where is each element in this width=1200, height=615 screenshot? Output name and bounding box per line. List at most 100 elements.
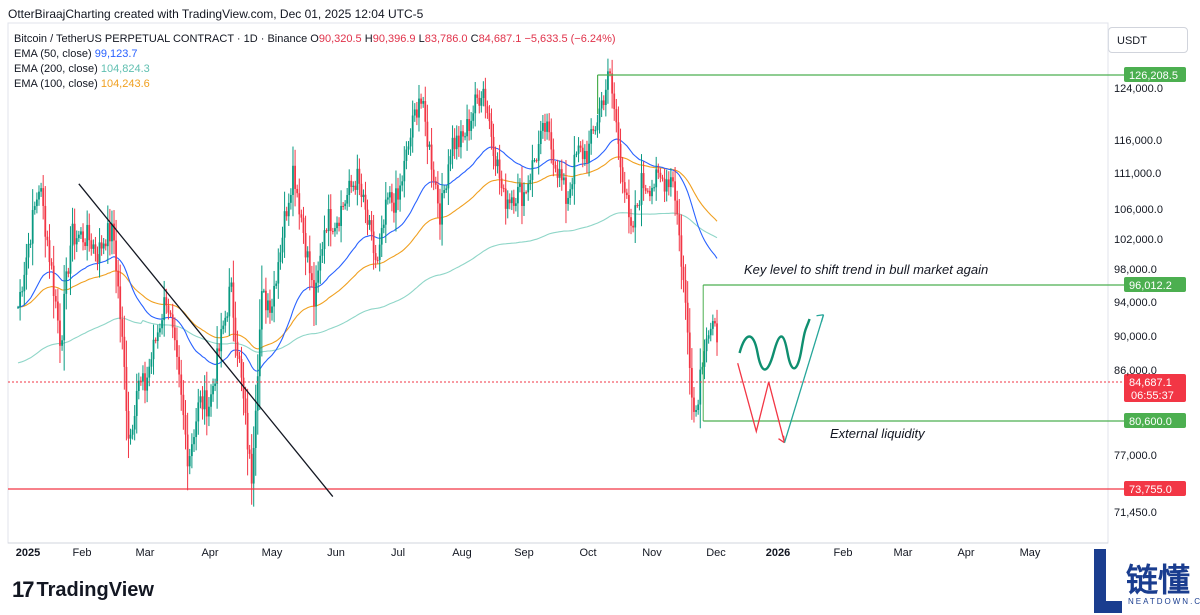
candle-body (152, 339, 155, 360)
candle-body (716, 323, 718, 343)
candle-body (607, 71, 609, 90)
candle-body (494, 156, 497, 167)
candle-body (462, 131, 464, 137)
candle-body (521, 183, 523, 207)
candle-body (338, 222, 340, 226)
candle-body (619, 143, 622, 168)
candle-body (17, 307, 19, 309)
price-badge-label: 126,208.5 (1129, 70, 1178, 82)
candle-body (504, 188, 507, 209)
candle-body (71, 223, 74, 246)
candle-body (628, 195, 630, 218)
candle-body (424, 101, 427, 122)
candle-body (334, 228, 336, 232)
candle-body (190, 444, 193, 457)
candle-body (327, 209, 330, 232)
tradingview-logo-text: TradingView (36, 578, 154, 601)
candle-body (688, 332, 691, 368)
candle-body (176, 340, 178, 357)
candle-body (56, 301, 59, 321)
candle-body (163, 297, 166, 321)
candle-body (133, 415, 136, 430)
candle-body (478, 97, 481, 106)
candle-body (98, 242, 101, 263)
candle-body (500, 178, 503, 189)
candle-body (262, 290, 265, 292)
candle-body (292, 165, 294, 195)
candle-body (203, 390, 206, 410)
candle-body (106, 223, 109, 247)
candle-body (415, 109, 418, 118)
candle-body (23, 274, 26, 292)
annotation-key-level: Key level to shift trend in bull market … (744, 262, 988, 277)
candle-body (413, 109, 416, 116)
candle-body (100, 242, 103, 249)
candle-body (703, 351, 706, 367)
candle-body (197, 402, 200, 422)
candle-body (348, 180, 351, 196)
price-badge-label: 84,687.1 (1129, 377, 1172, 389)
symbol-name[interactable]: Bitcoin / TetherUS PERPETUAL CONTRACT · … (14, 33, 308, 45)
candle-body (360, 183, 363, 197)
candle-body (663, 178, 666, 192)
candle-body (258, 329, 261, 377)
candle-body (420, 98, 422, 104)
candle-body (630, 217, 632, 226)
price-tick-label: 98,000.0 (1114, 264, 1157, 276)
candle-body (248, 449, 251, 454)
candle-body (445, 188, 448, 191)
candle-body (346, 195, 349, 204)
candle-body (529, 180, 532, 184)
candle-body (699, 369, 702, 405)
candle-body (199, 396, 202, 403)
candle-body (701, 366, 704, 370)
candle-body (298, 193, 301, 215)
candle-body (376, 260, 379, 262)
candle-body (315, 282, 317, 307)
candle-body (224, 317, 227, 326)
candle-body (472, 113, 475, 121)
candle-body (374, 253, 377, 261)
candle-body (669, 177, 672, 188)
candle-body (550, 132, 553, 150)
candle-body (19, 291, 21, 308)
candle-body (256, 376, 259, 411)
candle-body (222, 325, 225, 330)
candle-body (208, 406, 210, 417)
candle-body (490, 121, 493, 137)
candle-body (218, 348, 221, 352)
candle-body (323, 230, 326, 250)
candle-body (46, 236, 49, 241)
candle-body (296, 188, 299, 194)
legend-ema50[interactable]: EMA (50, close) 99,123.7 (14, 48, 138, 60)
candle-body (273, 285, 275, 307)
legend-ema100[interactable]: EMA (100, close) 104,243.6 (14, 78, 150, 90)
watermark-url: NEATDOWN.COM (1128, 597, 1200, 606)
candle-body (21, 291, 24, 293)
candle-body (514, 203, 517, 206)
candle-body (476, 94, 479, 98)
candle-body (441, 193, 443, 225)
candle-body (285, 211, 288, 217)
candle-body (411, 115, 414, 138)
candle-body (111, 223, 113, 242)
candle-body (165, 297, 168, 306)
candle-body (50, 262, 53, 266)
candle-body (254, 410, 257, 448)
tradingview-logo-icon: 17 (12, 577, 35, 602)
candle-body (539, 130, 542, 145)
candle-body (676, 200, 679, 215)
candle-body (693, 397, 695, 412)
time-tick-label: Mar (136, 547, 155, 559)
price-badge-label: 73,755.0 (1129, 484, 1172, 496)
candle-body (306, 251, 309, 258)
candle-body (434, 181, 437, 185)
legend-ema200[interactable]: EMA (200, close) 104,824.3 (14, 63, 150, 75)
candle-body (498, 159, 501, 179)
chart-legend: Bitcoin / TetherUS PERPETUAL CONTRACT · … (14, 32, 616, 92)
candle-body (102, 243, 105, 249)
candle-body (115, 240, 117, 271)
tradingview-logo[interactable]: 17 TradingView (12, 577, 154, 603)
currency-button[interactable]: USDT (1108, 27, 1188, 53)
